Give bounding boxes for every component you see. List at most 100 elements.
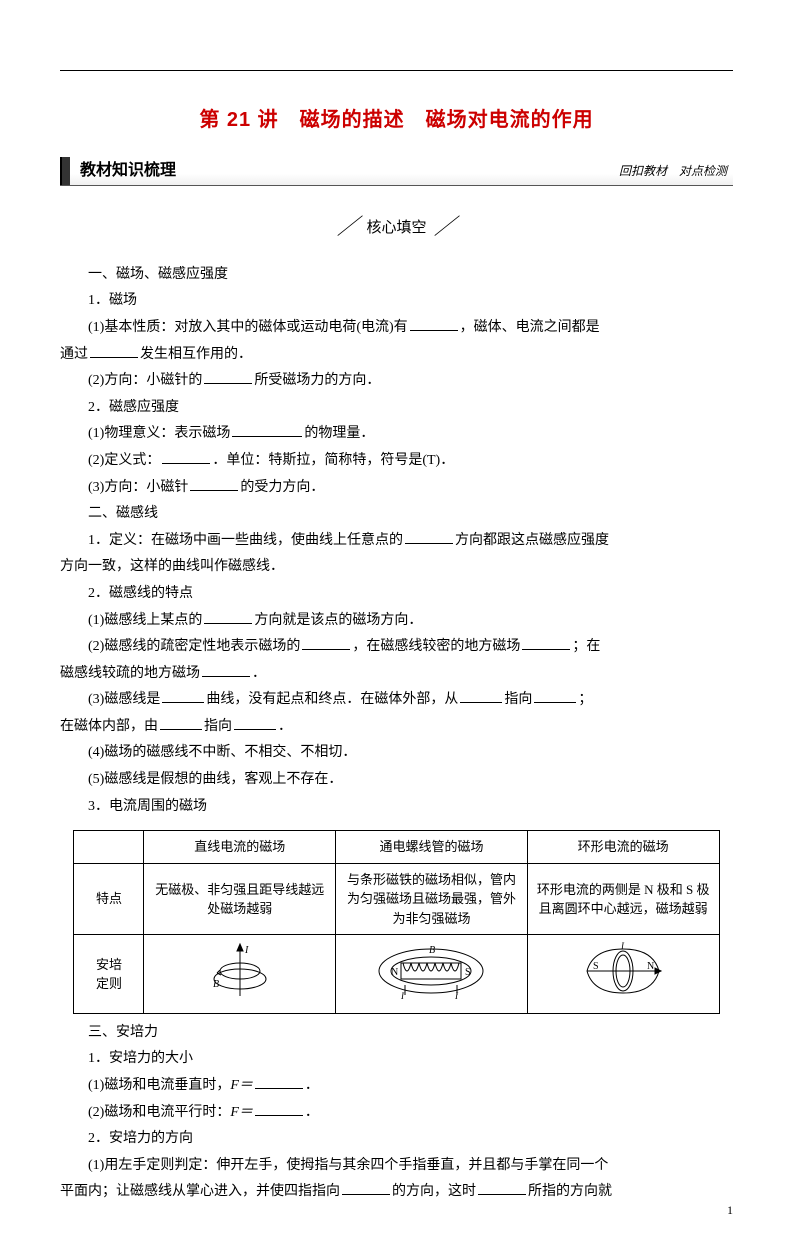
current-loop-icon: S N I xyxy=(573,941,673,1001)
blank xyxy=(190,476,238,491)
t: 指向 xyxy=(504,692,532,707)
line: 1．安培力的大小 xyxy=(60,1046,733,1073)
blank xyxy=(478,1180,526,1195)
line: (2)方向：小磁针的所受磁场力的方向． xyxy=(60,368,733,395)
svg-text:I: I xyxy=(454,991,459,1001)
cell: 与条形磁铁的磁场相似，管内为匀强磁场且磁场最强，管外为非匀强磁场 xyxy=(336,863,528,935)
t: (1)用左手定则判定：伸开左手，使拇指与其余四个手指垂直，并且都与手掌在同一个 xyxy=(88,1158,608,1173)
t: ． xyxy=(305,1078,319,1093)
blank xyxy=(162,449,210,464)
t: (2)方向：小磁针的 xyxy=(88,373,202,388)
blank xyxy=(522,635,570,650)
blank xyxy=(302,635,350,650)
t: 的物理量． xyxy=(304,426,374,441)
blank xyxy=(202,662,250,677)
th-solenoid: 通电螺线管的磁场 xyxy=(336,831,528,864)
t: 磁感线较疏的地方磁场 xyxy=(60,666,200,681)
svg-text:N: N xyxy=(391,967,398,978)
line: 方向一致，这样的曲线叫作磁感线． xyxy=(60,554,733,581)
blank xyxy=(90,343,138,358)
svg-text:I: I xyxy=(400,991,405,1001)
diagram-straight-wire: I B xyxy=(144,935,336,1014)
heading-2: 二、磁感线 xyxy=(60,501,733,528)
t: 方向一致，这样的曲线叫作磁感线． xyxy=(60,559,284,574)
line: (1)磁场和电流垂直时，F＝． xyxy=(60,1073,733,1100)
line: (3)方向：小磁针 的受力方向． xyxy=(60,475,733,502)
heading-1: 一、磁场、磁感应强度 xyxy=(60,262,733,289)
blank xyxy=(410,316,458,331)
section-bar-spacer xyxy=(176,157,619,185)
t: (1)磁感线上某点的 xyxy=(88,613,202,628)
eq: F＝ xyxy=(230,1105,253,1120)
t: ． xyxy=(305,1105,319,1120)
line: 1．磁场 xyxy=(60,288,733,315)
subhead: ／ 核心填空 ／ xyxy=(60,206,733,248)
t: (2)磁感线的疏密定性地表示磁场的 xyxy=(88,639,300,654)
svg-text:N: N xyxy=(647,961,654,972)
line: (1)磁感线上某点的 方向就是该点的磁场方向． xyxy=(60,608,733,635)
blank xyxy=(342,1180,390,1195)
line: (2)磁感线的疏密定性地表示磁场的，在磁感线较密的地方磁场；在 xyxy=(60,634,733,661)
blank xyxy=(534,688,576,703)
t: ，磁体、电流之间都是 xyxy=(460,320,600,335)
line: (4)磁场的磁感线不中断、不相交、不相切． xyxy=(60,740,733,767)
line: 1．定义：在磁场中画一些曲线，使曲线上任意点的方向都跟这点磁感应强度 xyxy=(60,528,733,555)
slash-icon: ／ xyxy=(430,214,460,239)
th-blank xyxy=(74,831,144,864)
t: 指向 xyxy=(204,719,232,734)
line: 平面内；让磁感线从掌心进入，并使四指指向的方向，这时所指的方向就 xyxy=(60,1179,733,1206)
blank xyxy=(162,688,204,703)
t: 通过 xyxy=(60,347,88,362)
t: ． xyxy=(252,666,266,681)
top-rule xyxy=(60,70,733,71)
diagram-solenoid: N S B I I xyxy=(336,935,528,1014)
table-row: 安培 定则 I B xyxy=(74,935,719,1014)
svg-text:S: S xyxy=(465,967,471,978)
lesson-title: 第 21 讲 磁场的描述 磁场对电流的作用 xyxy=(60,101,733,139)
line: 2．磁感应强度 xyxy=(60,395,733,422)
t: (1)物理意义：表示磁场 xyxy=(88,426,230,441)
t: ； xyxy=(578,692,592,707)
line: 在磁体内部，由指向． xyxy=(60,714,733,741)
t: 的方向，这时 xyxy=(392,1184,476,1199)
blank xyxy=(255,1101,303,1116)
t: (3)方向：小磁针 xyxy=(88,480,188,495)
blank xyxy=(204,609,252,624)
t: 方向就是该点的磁场方向． xyxy=(254,613,422,628)
t: 的受力方向． xyxy=(240,480,324,495)
t: (2)磁场和电流平行时： xyxy=(88,1105,230,1120)
eq: F＝ xyxy=(230,1078,253,1093)
slash-icon: ／ xyxy=(333,214,363,239)
t: 曲线，没有起点和终点．在磁体外部，从 xyxy=(206,692,458,707)
solenoid-icon: N S B I I xyxy=(371,941,491,1001)
diagram-loop: S N I xyxy=(527,935,719,1014)
cell: 环形电流的两侧是 N 极和 S 极且离圆环中心越远，磁场越弱 xyxy=(527,863,719,935)
line: 2．安培力的方向 xyxy=(60,1126,733,1153)
line: (5)磁感线是假想的曲线，客观上不存在． xyxy=(60,767,733,794)
line: (1)基本性质：对放入其中的磁体或运动电荷(电流)有，磁体、电流之间都是 xyxy=(60,315,733,342)
cell: 无磁极、非匀强且距导线越远处磁场越弱 xyxy=(144,863,336,935)
line: (1)物理意义：表示磁场 的物理量． xyxy=(60,421,733,448)
section-bar-label: 教材知识梳理 xyxy=(80,157,176,185)
blank xyxy=(460,688,502,703)
section-bar-right: 回扣教材 对点检测 xyxy=(619,157,733,185)
t: ． xyxy=(278,719,292,734)
line: 3．电流周围的磁场 xyxy=(60,794,733,821)
straight-wire-icon: I B xyxy=(195,941,285,1001)
heading-3: 三、安培力 xyxy=(60,1020,733,1047)
th-loop: 环形电流的磁场 xyxy=(527,831,719,864)
line: 磁感线较疏的地方磁场 ． xyxy=(60,661,733,688)
svg-text:I: I xyxy=(244,945,249,956)
t: 方向都跟这点磁感应强度 xyxy=(455,533,609,548)
blank xyxy=(160,715,202,730)
svg-text:S: S xyxy=(593,961,599,972)
line: (3)磁感线是曲线，没有起点和终点．在磁体外部，从指向； xyxy=(60,687,733,714)
t: 发生相互作用的． xyxy=(140,347,252,362)
line: (2)磁场和电流平行时：F＝ ． xyxy=(60,1100,733,1127)
body-text: 一、磁场、磁感应强度 1．磁场 (1)基本性质：对放入其中的磁体或运动电荷(电流… xyxy=(60,262,733,1206)
line: 通过 发生相互作用的． xyxy=(60,342,733,369)
section-bar: 教材知识梳理 回扣教材 对点检测 xyxy=(60,157,733,186)
th-straight: 直线电流的磁场 xyxy=(144,831,336,864)
blank xyxy=(204,369,252,384)
page-number: 1 xyxy=(727,1199,733,1222)
